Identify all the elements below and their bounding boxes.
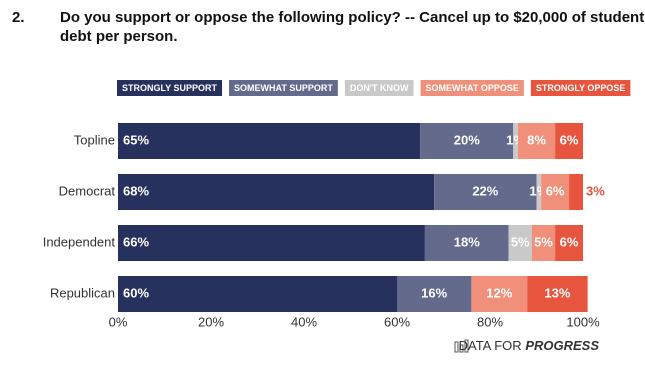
legend-label: STRONGLY OPPOSE — [536, 83, 626, 93]
data-label: 8% — [527, 132, 546, 147]
data-label: 65% — [123, 132, 149, 147]
bar-segment — [569, 174, 583, 210]
data-label: 3% — [586, 183, 605, 198]
bar-segment — [118, 174, 435, 210]
x-tick-label: 20% — [198, 314, 224, 329]
x-tick-label: 80% — [477, 314, 503, 329]
bar-segment — [118, 123, 421, 159]
data-label: 18% — [454, 234, 480, 249]
logo-icon — [454, 339, 469, 353]
legend-label: SOMEWHAT SUPPORT — [234, 83, 333, 93]
chart-title: debt per person. — [60, 28, 178, 45]
category-label: Independent — [43, 234, 116, 249]
bar-segment — [508, 225, 532, 261]
question-number: 2. — [12, 9, 25, 26]
bar-segment — [424, 225, 509, 261]
bar-segment — [434, 174, 537, 210]
x-tick-label: 0% — [109, 314, 128, 329]
bar-segment — [471, 276, 528, 312]
data-label: 22% — [472, 183, 498, 198]
bar-segment — [517, 123, 556, 159]
legend-label: STRONGLY SUPPORT — [122, 83, 218, 93]
bar-segment — [555, 123, 583, 159]
legend-swatch — [530, 80, 631, 96]
bar-segment — [118, 276, 397, 312]
source-name: PROGRESS — [525, 338, 599, 353]
bar-segment — [536, 174, 542, 210]
source-prefix: DATA FOR — [459, 338, 522, 353]
data-label: 6% — [546, 183, 565, 198]
bar-segment — [555, 225, 583, 261]
x-tick-label: 100% — [566, 314, 600, 329]
data-label: 12% — [486, 285, 512, 300]
source: DATA FOR PROGRESS — [459, 338, 600, 353]
data-label: 60% — [123, 285, 149, 300]
data-label: 66% — [123, 234, 149, 249]
data-label: 6% — [560, 132, 579, 147]
category-label: Democrat — [59, 183, 116, 198]
legend-swatch — [344, 80, 414, 96]
legend-label: DON'T KNOW — [350, 83, 409, 93]
data-label: 5% — [511, 234, 530, 249]
bar-segment — [420, 123, 514, 159]
bar-segment — [541, 174, 570, 210]
bar-segment — [118, 225, 425, 261]
bar-segment — [531, 225, 556, 261]
data-label: 16% — [421, 285, 447, 300]
bar-segment — [527, 276, 588, 312]
chart-title: Do you support or oppose the following p… — [60, 9, 644, 26]
legend-label: SOMEWHAT OPPOSE — [426, 83, 519, 93]
legend-swatch — [117, 80, 223, 96]
category-label: Topline — [74, 132, 115, 147]
data-label: 13% — [544, 285, 570, 300]
data-label: 68% — [123, 183, 149, 198]
x-tick-label: 40% — [291, 314, 317, 329]
x-tick-label: 60% — [384, 314, 410, 329]
bar-segment — [513, 123, 518, 159]
data-label: 20% — [454, 132, 480, 147]
category-label: Republican — [50, 285, 115, 300]
legend-swatch — [420, 80, 524, 96]
legend-swatch — [229, 80, 338, 96]
bar-segment — [397, 276, 472, 312]
data-label: 5% — [534, 234, 553, 249]
data-label: 6% — [560, 234, 579, 249]
